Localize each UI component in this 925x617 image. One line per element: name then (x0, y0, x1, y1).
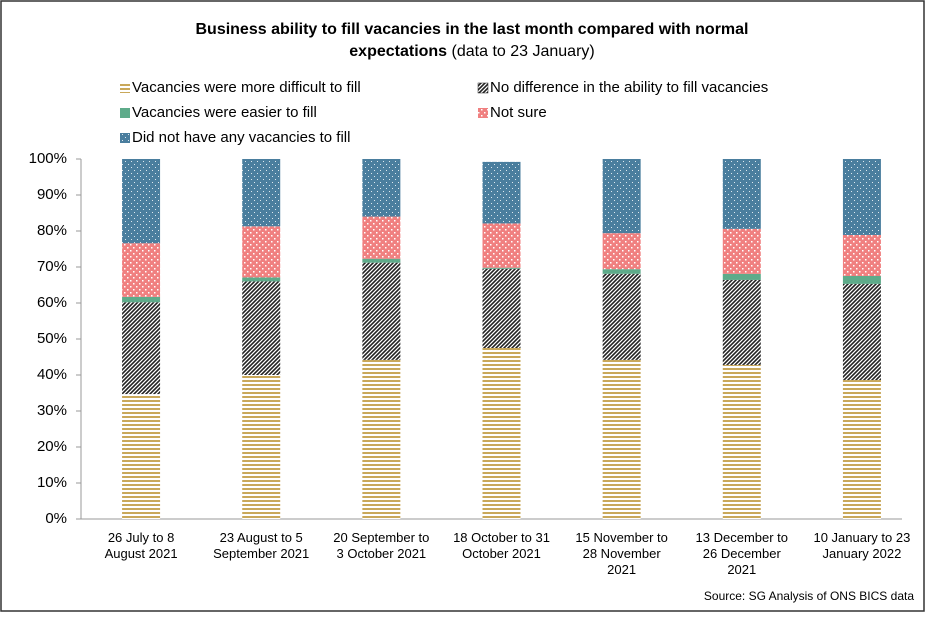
x-tick-label: 20 September to 3 October 2021 (333, 530, 429, 561)
bar-segment (242, 375, 281, 519)
bar-segment (362, 262, 401, 360)
bar-segment (722, 279, 761, 365)
bar-segment (242, 277, 281, 282)
bar-segment (722, 364, 761, 519)
bar-segment (482, 348, 521, 519)
bar-segment (122, 394, 161, 519)
bar-segment (722, 273, 761, 280)
bar-segment (602, 273, 641, 360)
bar-segment (842, 283, 881, 381)
bar-segment (842, 276, 881, 284)
x-tick-label: 15 November to 28 November 2021 (575, 530, 668, 577)
legend-label: Not sure (490, 104, 547, 121)
bar-segment (122, 302, 161, 395)
bar-segment (362, 216, 401, 259)
source: Source: SG Analysis of ONS BICS data (704, 589, 914, 603)
bar-segment (122, 243, 161, 297)
bar-segment (122, 159, 161, 244)
legend-swatch (120, 83, 130, 93)
chart-title: Business ability to fill vacancies in th… (195, 21, 748, 38)
bar-segment (482, 161, 521, 224)
title-line: expectations (data to 23 January) (349, 43, 594, 60)
y-tick-label: 50% (37, 330, 67, 347)
bar-segment (602, 269, 641, 274)
bar-segment (722, 228, 761, 274)
x-tick-label: 26 July to 8 August 2021 (105, 530, 178, 561)
legend-swatch (120, 133, 130, 143)
x-tick-label: 18 October to 31 October 2021 (453, 530, 550, 561)
y-tick-label: 70% (37, 258, 67, 275)
bar-segment (842, 234, 881, 276)
bar-segment (482, 223, 521, 268)
bar-segment (362, 258, 401, 263)
x-tick-label: 13 December to 26 December 2021 (696, 530, 789, 577)
legend-swatch (120, 108, 130, 118)
y-tick-label: 40% (37, 366, 67, 383)
bar-segment (242, 159, 281, 227)
bar-segment (602, 359, 641, 519)
legend-label: Vacancies were more difficult to fill (132, 79, 361, 96)
bar-segment (602, 233, 641, 270)
legend-label: No difference in the ability to fill vac… (490, 79, 768, 96)
bar-segment (362, 159, 401, 217)
x-tick-label: 23 August to 5 September 2021 (213, 530, 309, 561)
bar-segment (242, 226, 281, 278)
legend-label: Vacancies were easier to fill (132, 104, 317, 121)
y-tick-label: 20% (37, 438, 67, 455)
chart-title: expectations (349, 43, 447, 60)
legend-label: Did not have any vacancies to fill (132, 129, 350, 146)
legend-swatch (478, 108, 488, 118)
bar-segment (482, 267, 521, 269)
y-tick-label: 100% (29, 150, 67, 167)
bar-segment (362, 359, 401, 519)
bar-segment (242, 281, 281, 375)
y-tick-label: 0% (45, 510, 67, 527)
bar-segment (842, 159, 881, 235)
bar-segment (722, 159, 761, 229)
y-tick-label: 10% (37, 474, 67, 491)
y-tick-label: 30% (37, 402, 67, 419)
chart-subtitle: (data to 23 January) (452, 43, 595, 60)
y-tick-label: 90% (37, 186, 67, 203)
bar-segment (122, 296, 161, 303)
y-tick-label: 60% (37, 294, 67, 311)
bar-segment (482, 268, 521, 348)
bar-segment (842, 380, 881, 519)
legend-swatch (477, 82, 489, 94)
bar-segment (602, 159, 641, 234)
y-tick-label: 80% (37, 222, 67, 239)
x-tick-label: 10 January to 23 January 2022 (813, 530, 910, 561)
